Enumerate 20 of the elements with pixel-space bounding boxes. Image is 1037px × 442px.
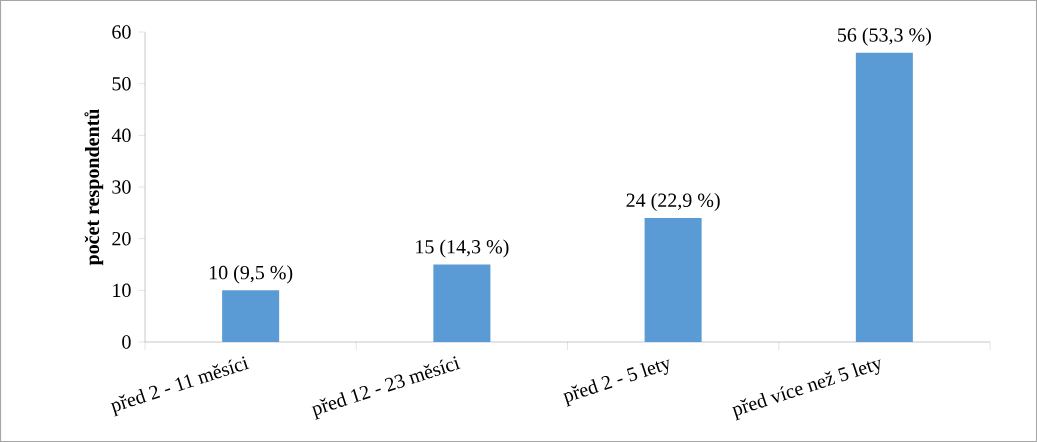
bar — [644, 218, 702, 342]
bar — [433, 264, 491, 342]
y-tick-label: 50 — [112, 76, 131, 91]
y-tick-label: 10 — [113, 283, 131, 298]
data-label: 15 (14,3 %) — [416, 239, 509, 258]
bar — [222, 290, 280, 342]
x-tick-label: před 2 - 11 měsíci — [110, 356, 250, 417]
x-tick-label: před více než 5 lety — [732, 359, 881, 421]
y-tick-label: 0 — [122, 335, 131, 349]
data-label: 56 (53,3 %) — [838, 27, 931, 46]
x-tick-label: před 12 - 23 měsíci — [311, 356, 461, 420]
data-label: 10 (9,5 %) — [209, 265, 293, 284]
y-tick-label: 30 — [112, 180, 131, 194]
y-tick-label: 20 — [112, 231, 131, 246]
x-tick-label: před 2 - 5 lety — [563, 359, 670, 407]
y-tick-label: 40 — [111, 128, 131, 143]
y-tick-label: 60 — [112, 25, 131, 39]
data-label: 24 (22,9 %) — [626, 192, 720, 212]
y-axis-title: počet respondentů — [84, 109, 104, 266]
bar — [855, 52, 913, 342]
